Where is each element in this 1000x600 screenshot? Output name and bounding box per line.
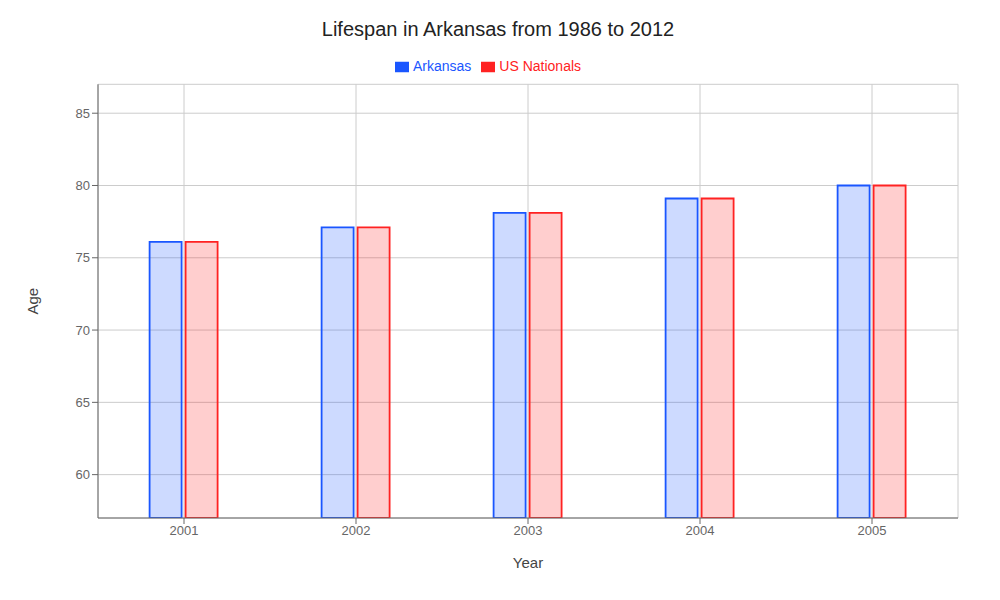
svg-text:2004: 2004	[686, 523, 715, 538]
svg-text:85: 85	[76, 106, 90, 121]
svg-text:60: 60	[76, 467, 90, 482]
html-text:US Nationals: US Nationals	[499, 58, 581, 74]
svg-text:70: 70	[76, 323, 90, 338]
svg-text:2001: 2001	[170, 523, 199, 538]
svg-text:75: 75	[76, 250, 90, 265]
svg-text:80: 80	[76, 178, 90, 193]
svg-text:2003: 2003	[514, 523, 543, 538]
svg-text:2005: 2005	[858, 523, 887, 538]
html-text:Lifespan in Arkansas from 1986: Lifespan in Arkansas from 1986 to 2012	[321, 18, 675, 40]
svg-text:Age: Age	[24, 288, 41, 315]
svg-text:2002: 2002	[342, 523, 371, 538]
svg-text:65: 65	[76, 395, 90, 410]
html-text:Arkansas: Arkansas	[413, 58, 472, 74]
svg-text:Year: Year	[513, 554, 543, 571]
